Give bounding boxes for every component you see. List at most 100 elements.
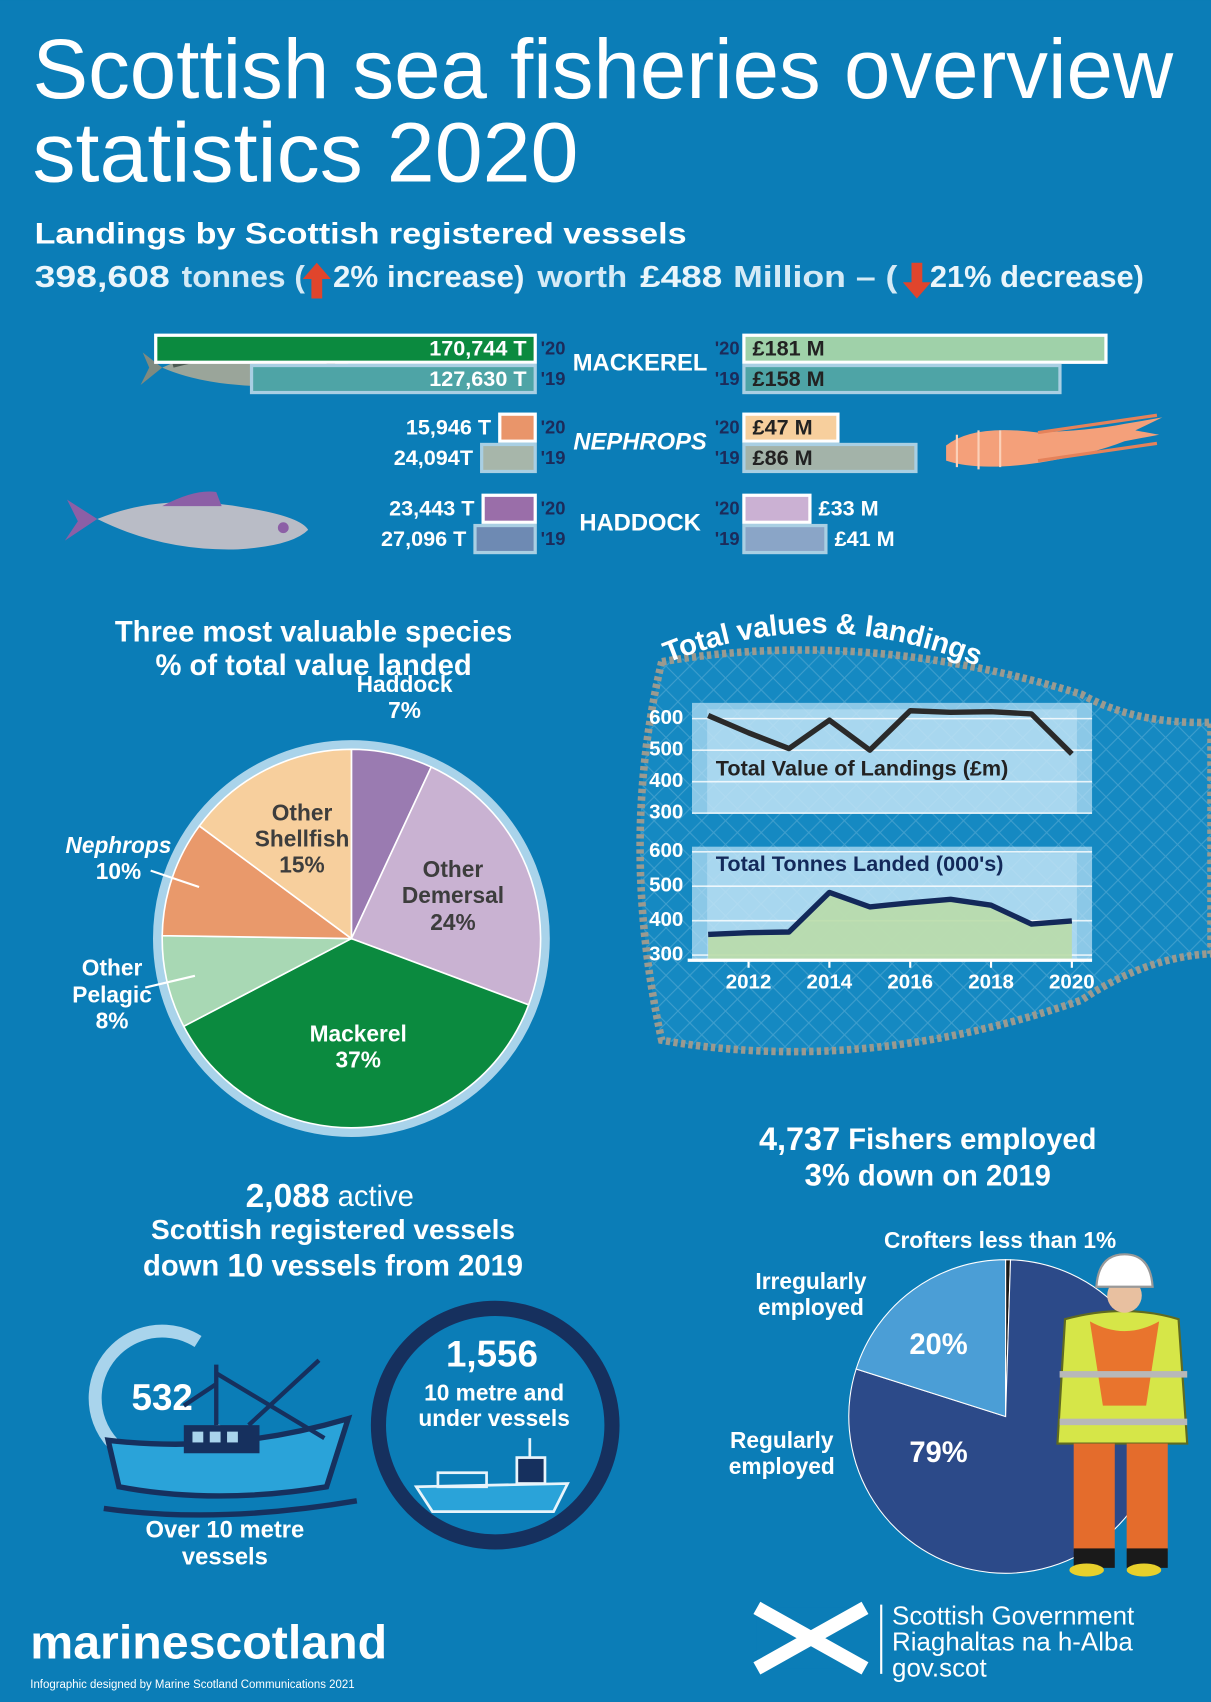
bar: [742, 523, 828, 555]
value-label: 23,443 T: [389, 496, 474, 521]
leader-line: [150, 869, 200, 889]
gov-name: Scottish Government: [892, 1602, 1135, 1630]
landings-change: 2% increase): [333, 261, 524, 294]
bar: [154, 333, 537, 364]
bar: [742, 363, 1062, 395]
up-arrow: [302, 262, 331, 299]
bar: [498, 412, 537, 443]
title: Scottish sea fisheries overview: [32, 22, 1174, 116]
y-tick-label: 300: [649, 801, 683, 824]
bar: [742, 442, 918, 474]
pie-label: Regularly employed: [728, 1428, 835, 1480]
fishers-text: down on 2019: [858, 1160, 1051, 1192]
pie-label: Other Shellfish: [254, 801, 350, 853]
line: [708, 889, 1073, 938]
label-group: Regularly employed: [701, 1424, 863, 1485]
plot-area: [692, 702, 1093, 814]
pie-value-label: 24%: [430, 910, 476, 935]
series-label: '20: [715, 338, 740, 359]
series-label: '19: [715, 368, 740, 389]
pie-subtitle: % of total value landed: [155, 650, 471, 682]
series-label: '19: [715, 447, 740, 468]
over-count: 532: [132, 1377, 193, 1418]
label-group: Crofters less than 1%: [838, 1211, 1162, 1272]
over-label-box: Over 10 metre vessels: [145, 1515, 305, 1571]
area: [708, 892, 1072, 961]
value-label: 15,946 T: [406, 414, 491, 439]
haddock-illustration: [64, 491, 309, 550]
pie-value-label: 37%: [335, 1048, 381, 1073]
pie-value-label: 7%: [388, 698, 421, 724]
landings-text: worth: [536, 261, 627, 294]
pie-slice: [198, 748, 353, 941]
title: statistics 2020: [32, 105, 578, 199]
pie-label: Haddock: [356, 672, 453, 698]
category-label: MACKEREL: [573, 350, 708, 377]
under-count: 1,556: [446, 1334, 538, 1375]
landings-heading: Landings by Scottish registered vessels: [35, 218, 687, 250]
label-group: Other Demersal 24%: [377, 850, 528, 943]
bar: [480, 442, 537, 474]
under-ring: [370, 1300, 620, 1550]
pie-value-label: 20%: [909, 1329, 967, 1361]
pie-value-label: 79%: [909, 1437, 967, 1469]
vessels-change: 10: [227, 1247, 263, 1283]
series-label: '19: [541, 528, 566, 549]
series-label: '20: [715, 498, 740, 519]
bar: [481, 493, 537, 524]
vessels-text: active: [338, 1181, 414, 1213]
pie-slice: [855, 1259, 1007, 1418]
vessels-text: down: [143, 1250, 219, 1282]
pie-value-label: 15%: [279, 853, 325, 879]
label-group: Other Pelagic 8%: [42, 949, 183, 1042]
pie-slice: [182, 937, 530, 1129]
landings-text: tonnes (: [182, 261, 306, 294]
fisher-figure: [1056, 1253, 1189, 1577]
chart-title: Total Tonnes Landed (000's): [716, 851, 1004, 876]
value-label: £33 M: [819, 496, 879, 521]
x-tick-label: 2016: [887, 970, 933, 993]
series-label: '19: [715, 528, 740, 549]
label-group: Haddock 7%: [334, 652, 475, 745]
value-label: £158 M: [753, 366, 825, 391]
y-tick-label: 400: [649, 908, 683, 931]
credit: Infographic designed by Marine Scotland …: [30, 1677, 355, 1691]
value-label: 27,096 T: [381, 526, 466, 551]
brand: marinescotland: [30, 1616, 387, 1669]
category-label: NEPHROPS: [573, 429, 707, 456]
value-label: £41 M: [835, 526, 895, 551]
leader-line: [144, 974, 196, 989]
large-boat: [103, 1358, 358, 1518]
over-label: Over 10 metre vessels: [145, 1515, 305, 1571]
fishers-text: Fishers employed: [848, 1123, 1096, 1155]
x-tick-label: 2012: [726, 970, 772, 993]
pie-label: Other Demersal: [401, 857, 505, 909]
bar: [742, 333, 1108, 364]
label-group: Irregularly employed: [724, 1265, 897, 1326]
chart-title: Total Value of Landings (£m): [716, 756, 1009, 781]
vessels-text: down 10 vessels from 2019: [143, 1247, 523, 1283]
label-box: Irregularly employed: [724, 1265, 897, 1326]
series-label: '20: [541, 417, 566, 438]
series-label: '20: [541, 498, 566, 519]
y-tick-label: 500: [649, 738, 683, 761]
label-group: Other Shellfish 15%: [226, 794, 377, 887]
y-tick-label: 400: [649, 769, 683, 792]
line: [707, 708, 1074, 756]
bar: [249, 363, 537, 395]
label-group: Nephrops 10%: [48, 813, 189, 906]
landings-change: 21% decrease): [930, 261, 1144, 294]
vessels-heading: 2,088 active: [246, 1178, 414, 1215]
value-label: £86 M: [753, 445, 813, 470]
value-label: £181 M: [753, 336, 825, 361]
x-tick-label: 2014: [807, 970, 853, 993]
nephrops-illustration: [946, 413, 1163, 470]
fishers-change: 3%: [805, 1158, 850, 1193]
